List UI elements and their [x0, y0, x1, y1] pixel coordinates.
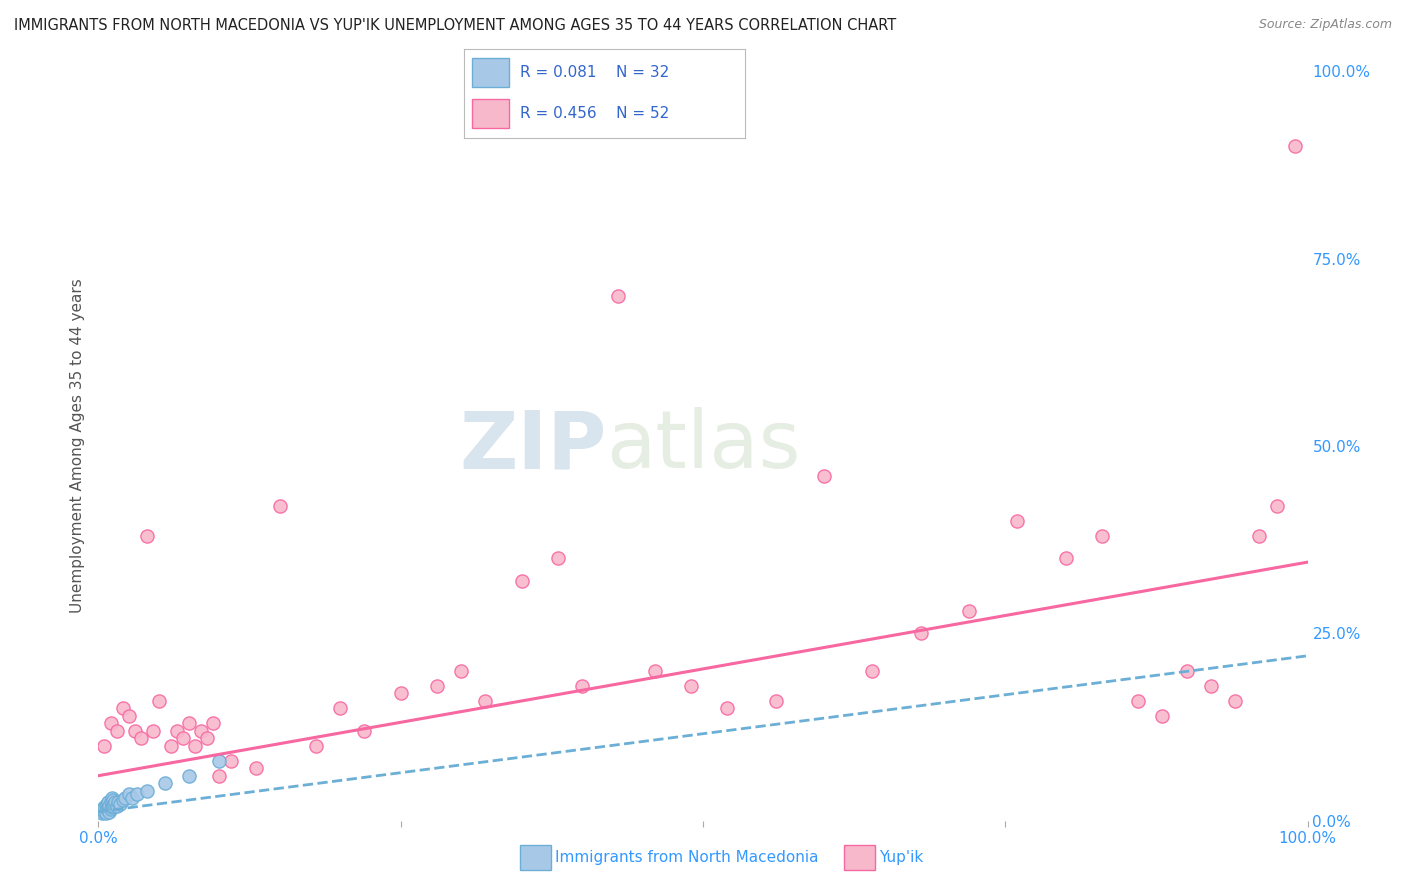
Point: [190, 723, 212, 738]
Point: [957, 604, 980, 618]
Text: Yup'ik: Yup'ik: [879, 850, 922, 864]
Point: [474, 694, 496, 708]
Point: [101, 792, 124, 806]
Point: [142, 723, 165, 738]
Point: [1128, 694, 1150, 708]
Point: [118, 788, 141, 802]
Point: [172, 731, 194, 746]
Text: IMMIGRANTS FROM NORTH MACEDONIA VS YUP'IK UNEMPLOYMENT AMONG AGES 35 TO 44 YEARS: IMMIGRANTS FROM NORTH MACEDONIA VS YUP'I…: [14, 18, 896, 33]
Point: [1267, 499, 1289, 513]
Point: [107, 795, 129, 809]
Point: [96, 802, 118, 816]
Point: [148, 694, 170, 708]
Point: [716, 701, 738, 715]
Bar: [472, 99, 509, 128]
Point: [179, 716, 201, 731]
Point: [105, 798, 128, 813]
Point: [96, 797, 118, 812]
Point: [765, 694, 787, 708]
Point: [1091, 529, 1114, 543]
Text: Source: ZipAtlas.com: Source: ZipAtlas.com: [1258, 18, 1392, 31]
Point: [160, 739, 183, 753]
Point: [105, 723, 128, 738]
Point: [93, 800, 115, 814]
Point: [135, 783, 157, 797]
Point: [91, 802, 114, 816]
Point: [208, 769, 231, 783]
Point: [100, 791, 122, 805]
Point: [91, 806, 114, 821]
Point: [1199, 679, 1222, 693]
Point: [305, 739, 328, 753]
Point: [129, 731, 152, 746]
Point: [94, 806, 117, 821]
Point: [93, 739, 115, 753]
Point: [111, 792, 134, 806]
Point: [179, 769, 201, 783]
Point: [547, 551, 569, 566]
Point: [1152, 708, 1174, 723]
Point: [100, 716, 122, 731]
Text: Immigrants from North Macedonia: Immigrants from North Macedonia: [555, 850, 818, 864]
Text: atlas: atlas: [606, 407, 800, 485]
Point: [1249, 529, 1271, 543]
Text: R = 0.456    N = 52: R = 0.456 N = 52: [520, 106, 669, 120]
Point: [103, 797, 125, 812]
Point: [111, 701, 134, 715]
Point: [121, 791, 143, 805]
Point: [108, 797, 131, 812]
Point: [127, 788, 149, 802]
Point: [100, 802, 122, 816]
Point: [860, 664, 883, 678]
Point: [910, 626, 932, 640]
Point: [353, 723, 375, 738]
Bar: [472, 58, 509, 87]
Point: [98, 805, 121, 819]
Point: [104, 795, 127, 809]
Point: [1054, 551, 1077, 566]
Point: [1284, 139, 1306, 153]
Point: [571, 679, 593, 693]
Point: [100, 795, 122, 809]
Point: [426, 679, 449, 693]
Point: [510, 574, 533, 588]
Point: [450, 664, 472, 678]
Point: [124, 723, 146, 738]
Point: [118, 708, 141, 723]
Point: [114, 791, 136, 805]
Point: [245, 761, 267, 775]
Point: [135, 529, 157, 543]
Point: [1175, 664, 1198, 678]
Point: [100, 800, 122, 814]
Point: [813, 469, 835, 483]
Point: [153, 776, 176, 790]
Point: [1223, 694, 1246, 708]
Point: [195, 731, 218, 746]
Point: [97, 795, 120, 809]
Point: [389, 686, 412, 700]
Point: [101, 798, 124, 813]
Point: [166, 723, 188, 738]
Text: R = 0.081    N = 32: R = 0.081 N = 32: [520, 65, 669, 79]
Point: [93, 805, 115, 819]
Y-axis label: Unemployment Among Ages 35 to 44 years: Unemployment Among Ages 35 to 44 years: [69, 278, 84, 614]
Point: [208, 754, 231, 768]
Point: [607, 289, 630, 303]
Point: [329, 701, 352, 715]
Point: [202, 716, 225, 731]
Point: [679, 679, 702, 693]
Point: [98, 798, 121, 813]
Point: [269, 499, 291, 513]
Point: [184, 739, 207, 753]
Point: [644, 664, 666, 678]
Point: [97, 800, 120, 814]
Point: [221, 754, 243, 768]
Point: [1007, 514, 1029, 528]
Text: ZIP: ZIP: [458, 407, 606, 485]
Point: [94, 798, 117, 813]
